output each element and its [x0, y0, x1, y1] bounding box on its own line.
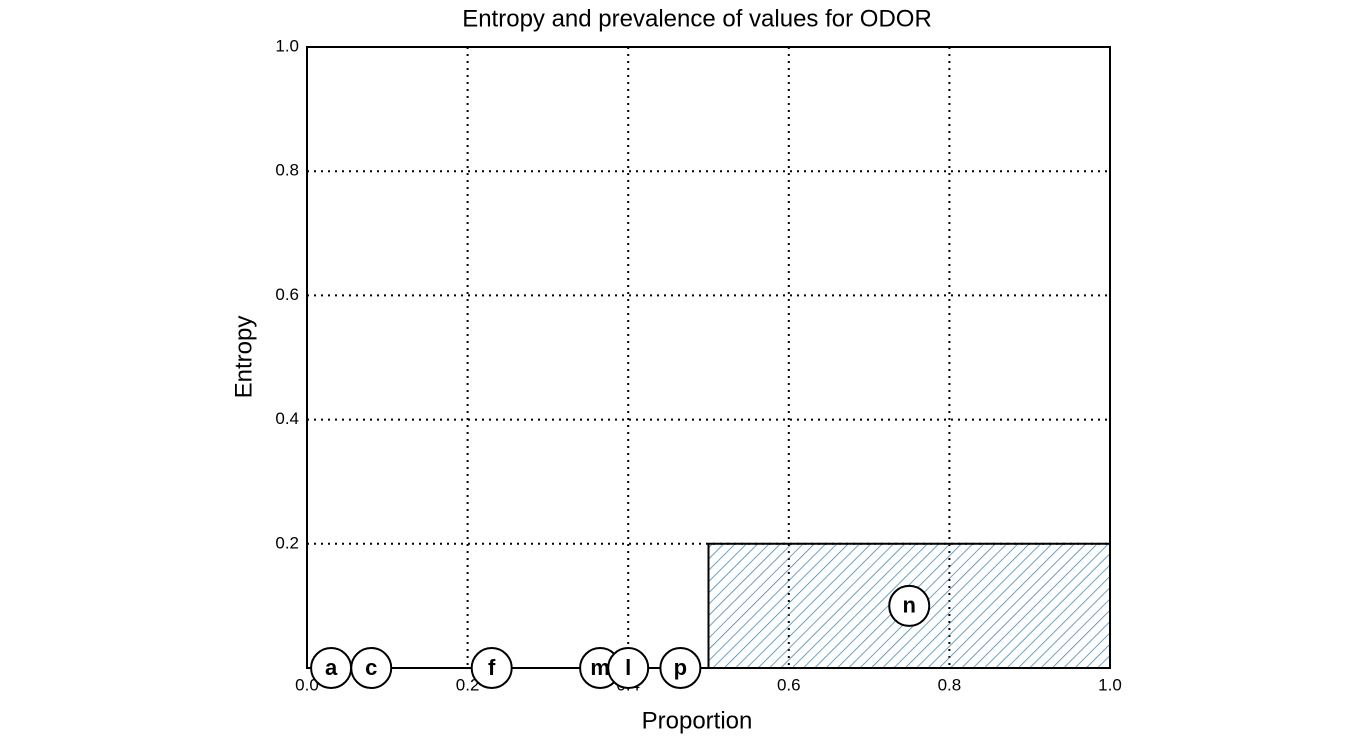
category-label: p: [674, 655, 687, 680]
y-axis-label: Entropy: [230, 316, 257, 399]
category-label: l: [625, 655, 631, 680]
category-badge: [607, 647, 650, 689]
y-tick-label: 0.6: [275, 285, 299, 304]
y-tick-label: 0.2: [275, 533, 299, 552]
category-badge: [470, 647, 513, 689]
category-badge: [350, 647, 393, 689]
y-tick-label: 0.8: [275, 161, 299, 180]
y-tick-label: 0.4: [275, 409, 299, 428]
x-tick-label: 1.0: [1098, 675, 1122, 694]
x-tick-label: 0.0: [295, 675, 319, 694]
category-label: m: [590, 655, 610, 680]
x-tick-label: 0.2: [456, 675, 480, 694]
y-tick-label: 1.0: [275, 36, 299, 55]
category-label: n: [903, 593, 916, 618]
marks: [307, 542, 1111, 669]
x-tick-label: 0.6: [777, 675, 801, 694]
category-badge: [888, 584, 931, 627]
x-axis-label: Proportion: [642, 707, 753, 734]
plot-frame: [306, 46, 1111, 669]
category-label: c: [365, 655, 377, 680]
category-label: a: [325, 655, 338, 680]
category-badge: [659, 647, 702, 689]
category-label: f: [488, 655, 496, 680]
x-tick-label: 0.8: [938, 675, 962, 694]
chart-title: Entropy and prevalence of values for ODO…: [462, 5, 932, 32]
